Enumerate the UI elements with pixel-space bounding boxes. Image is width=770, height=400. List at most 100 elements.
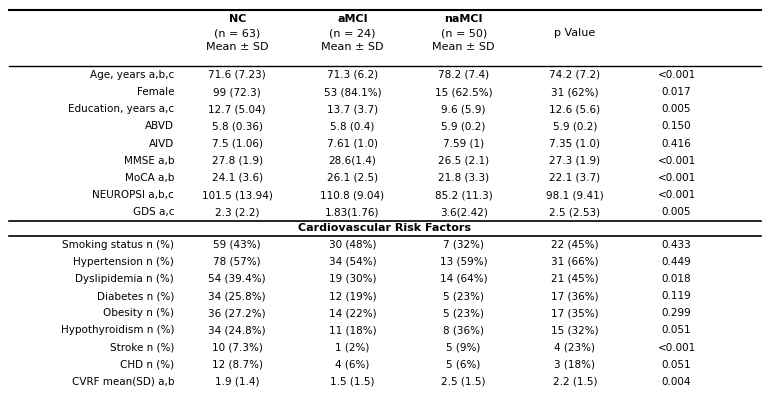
- Text: 22.1 (3.7): 22.1 (3.7): [549, 173, 601, 183]
- Text: 3 (18%): 3 (18%): [554, 360, 595, 370]
- Text: 0.150: 0.150: [661, 122, 691, 132]
- Text: 12 (8.7%): 12 (8.7%): [212, 360, 263, 370]
- Text: 10 (7.3%): 10 (7.3%): [212, 342, 263, 352]
- Text: 1.5 (1.5): 1.5 (1.5): [330, 377, 375, 387]
- Text: 12.7 (5.04): 12.7 (5.04): [209, 104, 266, 114]
- Text: Age, years a,b,c: Age, years a,b,c: [90, 70, 174, 80]
- Text: 0.051: 0.051: [661, 326, 691, 336]
- Text: Female: Female: [136, 87, 174, 97]
- Text: 26.5 (2.1): 26.5 (2.1): [438, 156, 489, 166]
- Text: <0.001: <0.001: [658, 156, 695, 166]
- Text: 5 (6%): 5 (6%): [447, 360, 480, 370]
- Text: Education, years a,c: Education, years a,c: [68, 104, 174, 114]
- Text: 15 (32%): 15 (32%): [551, 326, 599, 336]
- Text: 0.005: 0.005: [661, 104, 691, 114]
- Text: 71.3 (6.2): 71.3 (6.2): [326, 70, 378, 80]
- Text: 5.8 (0.4): 5.8 (0.4): [330, 122, 374, 132]
- Text: 14 (22%): 14 (22%): [329, 308, 377, 318]
- Text: CVRF mean(SD) a,b: CVRF mean(SD) a,b: [72, 377, 174, 387]
- Text: NEUROPSI a,b,c: NEUROPSI a,b,c: [92, 190, 174, 200]
- Text: (n = 24): (n = 24): [329, 28, 376, 38]
- Text: NC: NC: [229, 14, 246, 24]
- Text: 0.416: 0.416: [661, 139, 691, 149]
- Text: p Value: p Value: [554, 28, 595, 38]
- Text: MMSE a,b: MMSE a,b: [123, 156, 174, 166]
- Text: 78 (57%): 78 (57%): [213, 257, 261, 267]
- Text: 13 (59%): 13 (59%): [440, 257, 487, 267]
- Text: 7 (32%): 7 (32%): [444, 240, 484, 250]
- Text: 59 (43%): 59 (43%): [213, 240, 261, 250]
- Text: aMCI: aMCI: [337, 14, 368, 24]
- Text: 34 (54%): 34 (54%): [329, 257, 377, 267]
- Text: 3.6(2.42): 3.6(2.42): [440, 207, 487, 217]
- Text: 30 (48%): 30 (48%): [329, 240, 376, 250]
- Text: 54 (39.4%): 54 (39.4%): [209, 274, 266, 284]
- Text: 17 (35%): 17 (35%): [551, 308, 599, 318]
- Text: 5.9 (0.2): 5.9 (0.2): [553, 122, 597, 132]
- Text: Obesity n (%): Obesity n (%): [103, 308, 174, 318]
- Text: 7.59 (1): 7.59 (1): [443, 139, 484, 149]
- Text: GDS a,c: GDS a,c: [132, 207, 174, 217]
- Text: 27.8 (1.9): 27.8 (1.9): [212, 156, 263, 166]
- Text: 74.2 (7.2): 74.2 (7.2): [549, 70, 601, 80]
- Text: 21 (45%): 21 (45%): [551, 274, 599, 284]
- Text: naMCI: naMCI: [444, 14, 483, 24]
- Text: 19 (30%): 19 (30%): [329, 274, 376, 284]
- Text: Stroke n (%): Stroke n (%): [109, 342, 174, 352]
- Text: 15 (62.5%): 15 (62.5%): [435, 87, 493, 97]
- Text: <0.001: <0.001: [658, 190, 695, 200]
- Text: Diabetes n (%): Diabetes n (%): [97, 291, 174, 301]
- Text: MoCA a,b: MoCA a,b: [125, 173, 174, 183]
- Text: 24.1 (3.6): 24.1 (3.6): [212, 173, 263, 183]
- Text: Mean ± SD: Mean ± SD: [206, 42, 269, 52]
- Text: 0.433: 0.433: [661, 240, 691, 250]
- Text: 53 (84.1%): 53 (84.1%): [323, 87, 381, 97]
- Text: 85.2 (11.3): 85.2 (11.3): [435, 190, 493, 200]
- Text: 7.61 (1.0): 7.61 (1.0): [327, 139, 378, 149]
- Text: 34 (25.8%): 34 (25.8%): [209, 291, 266, 301]
- Text: 0.004: 0.004: [661, 377, 691, 387]
- Text: 36 (27.2%): 36 (27.2%): [209, 308, 266, 318]
- Text: 0.005: 0.005: [661, 207, 691, 217]
- Text: 0.017: 0.017: [661, 87, 691, 97]
- Text: <0.001: <0.001: [658, 70, 695, 80]
- Text: ABVD: ABVD: [145, 122, 174, 132]
- Text: 7.35 (1.0): 7.35 (1.0): [549, 139, 601, 149]
- Text: AIVD: AIVD: [149, 139, 174, 149]
- Text: (n = 50): (n = 50): [440, 28, 487, 38]
- Text: 5.8 (0.36): 5.8 (0.36): [212, 122, 263, 132]
- Text: Hypothyroidism n (%): Hypothyroidism n (%): [61, 326, 174, 336]
- Text: 2.2 (1.5): 2.2 (1.5): [553, 377, 598, 387]
- Text: 28.6(1.4): 28.6(1.4): [329, 156, 377, 166]
- Text: 27.3 (1.9): 27.3 (1.9): [549, 156, 601, 166]
- Text: 8 (36%): 8 (36%): [444, 326, 484, 336]
- Text: 26.1 (2.5): 26.1 (2.5): [326, 173, 378, 183]
- Text: Cardiovascular Risk Factors: Cardiovascular Risk Factors: [299, 224, 471, 234]
- Text: (n = 63): (n = 63): [214, 28, 260, 38]
- Text: Mean ± SD: Mean ± SD: [321, 42, 383, 52]
- Text: 1.83(1.76): 1.83(1.76): [325, 207, 380, 217]
- Text: 1.9 (1.4): 1.9 (1.4): [215, 377, 259, 387]
- Text: 5 (9%): 5 (9%): [447, 342, 480, 352]
- Text: 99 (72.3): 99 (72.3): [213, 87, 261, 97]
- Text: 17 (36%): 17 (36%): [551, 291, 599, 301]
- Text: 2.3 (2.2): 2.3 (2.2): [215, 207, 259, 217]
- Text: Hypertension n (%): Hypertension n (%): [73, 257, 174, 267]
- Text: <0.001: <0.001: [658, 173, 695, 183]
- Text: 0.051: 0.051: [661, 360, 691, 370]
- Text: 22 (45%): 22 (45%): [551, 240, 599, 250]
- Text: 0.018: 0.018: [661, 274, 691, 284]
- Text: 5 (23%): 5 (23%): [444, 291, 484, 301]
- Text: 2.5 (1.5): 2.5 (1.5): [441, 377, 486, 387]
- Text: 11 (18%): 11 (18%): [329, 326, 377, 336]
- Text: 0.449: 0.449: [661, 257, 691, 267]
- Text: Mean ± SD: Mean ± SD: [433, 42, 495, 52]
- Text: 5.9 (0.2): 5.9 (0.2): [441, 122, 486, 132]
- Text: 34 (24.8%): 34 (24.8%): [209, 326, 266, 336]
- Text: 9.6 (5.9): 9.6 (5.9): [441, 104, 486, 114]
- Text: 110.8 (9.04): 110.8 (9.04): [320, 190, 384, 200]
- Text: 7.5 (1.06): 7.5 (1.06): [212, 139, 263, 149]
- Text: 2.5 (2.53): 2.5 (2.53): [549, 207, 601, 217]
- Text: 78.2 (7.4): 78.2 (7.4): [438, 70, 489, 80]
- Text: <0.001: <0.001: [658, 342, 695, 352]
